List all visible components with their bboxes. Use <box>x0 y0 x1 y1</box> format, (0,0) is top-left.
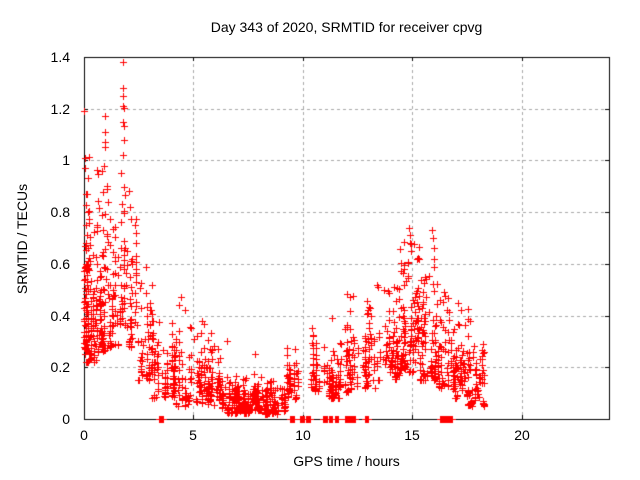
y-tick-label: 0.4 <box>50 308 70 324</box>
y-tick-label: 0.8 <box>50 204 70 220</box>
x-tick-label: 5 <box>189 427 197 443</box>
x-tick-label: 0 <box>80 427 88 443</box>
y-tick-label: 1 <box>62 152 70 168</box>
y-tick-label: 1.4 <box>50 49 70 65</box>
chart-title: Day 343 of 2020, SRMTID for receiver cpv… <box>210 19 483 35</box>
y-tick-label: 0.2 <box>50 359 70 375</box>
x-tick-label: 20 <box>514 427 530 443</box>
x-tick-label: 15 <box>404 427 420 443</box>
y-tick-label: 1.2 <box>50 101 70 117</box>
y-tick-label: 0.6 <box>50 256 70 272</box>
x-axis-label: GPS time / hours <box>293 453 400 469</box>
x-tick-label: 10 <box>295 427 311 443</box>
y-tick-label: 0 <box>62 411 70 427</box>
y-axis-label: SRMTID / TECUs <box>14 183 30 295</box>
